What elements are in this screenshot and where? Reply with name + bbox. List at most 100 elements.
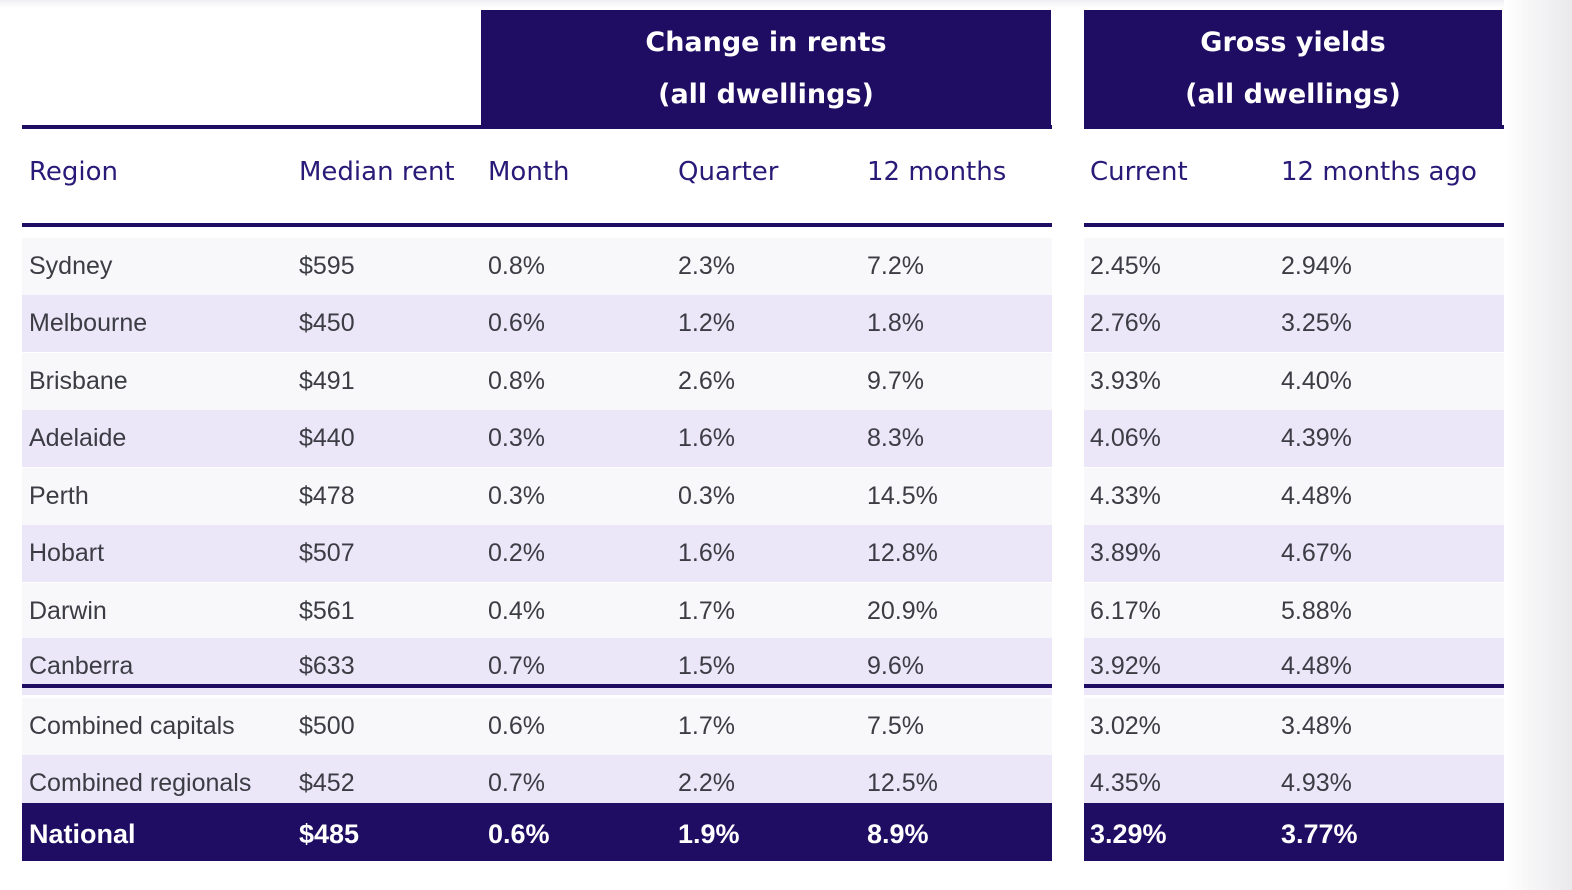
cell-quarter: 1.6%	[678, 539, 735, 567]
row-band-right	[1084, 583, 1504, 640]
change-in-rents-title: Change in rents	[645, 27, 887, 58]
cell-12-months: 8.3%	[867, 424, 924, 452]
col-header-region: Region	[29, 157, 119, 187]
row-band-right	[1084, 525, 1504, 582]
col-header-quarter: Quarter	[678, 157, 779, 187]
header-rule-left	[22, 125, 1052, 129]
cell-median-rent: $478	[299, 482, 355, 510]
row-band-right	[1084, 295, 1504, 352]
cell-12-months: 1.8%	[867, 309, 924, 337]
cell-region: Canberra	[29, 652, 134, 680]
cell-region: Hobart	[29, 539, 105, 567]
cell-median-rent: $485	[299, 819, 360, 849]
summary-rule-right	[1084, 684, 1504, 688]
row-band-left	[22, 525, 1052, 582]
cell-current: 2.45%	[1090, 252, 1161, 280]
cell-median-rent: $561	[299, 597, 355, 625]
col-header-current: Current	[1090, 157, 1188, 187]
cell-current: 4.33%	[1090, 482, 1161, 510]
row-band-left	[22, 353, 1052, 410]
cell-current: 3.92%	[1090, 652, 1161, 680]
col-header-month: Month	[488, 157, 570, 187]
cell-12-months-ago: 4.39%	[1281, 424, 1352, 452]
header-rule-right	[1084, 125, 1504, 129]
row-band-right	[1084, 698, 1504, 755]
col-header-median-rent: Median rent	[299, 157, 455, 187]
cell-quarter: 1.2%	[678, 309, 735, 337]
cell-12-months: 9.6%	[867, 652, 924, 680]
cell-month: 0.8%	[488, 252, 545, 280]
summary-rule-left	[22, 684, 1052, 688]
cell-current: 4.06%	[1090, 424, 1161, 452]
cell-12-months: 7.5%	[867, 712, 924, 740]
cell-median-rent: $491	[299, 367, 355, 395]
cell-median-rent: $440	[299, 424, 355, 452]
cell-region: Combined capitals	[29, 712, 235, 740]
cell-12-months: 20.9%	[867, 597, 938, 625]
row-band-left	[22, 295, 1052, 352]
cell-median-rent: $595	[299, 252, 355, 280]
change-in-rents-header: Change in rents (all dwellings)	[481, 10, 1051, 128]
row-band-left	[22, 755, 1052, 812]
row-band-left	[22, 238, 1052, 295]
cell-current: 2.76%	[1090, 309, 1161, 337]
gross-yields-title: Gross yields	[1200, 27, 1386, 58]
cell-region: Brisbane	[29, 367, 128, 395]
cell-region: Adelaide	[29, 424, 127, 452]
cell-median-rent: $500	[299, 712, 355, 740]
column-rule-right	[1084, 223, 1504, 227]
cell-current: 3.89%	[1090, 539, 1161, 567]
cell-median-rent: $633	[299, 652, 355, 680]
cell-current: 4.35%	[1090, 769, 1161, 797]
cell-quarter: 1.7%	[678, 712, 735, 740]
row-band-left	[22, 410, 1052, 467]
cell-quarter: 1.6%	[678, 424, 735, 452]
cell-region: Perth	[29, 482, 89, 510]
cell-quarter: 0.3%	[678, 482, 735, 510]
cell-quarter: 2.3%	[678, 252, 735, 280]
cell-month: 0.7%	[488, 769, 545, 797]
cell-current: 3.93%	[1090, 367, 1161, 395]
cell-12-months-ago: 3.77%	[1281, 819, 1358, 849]
cell-month: 0.6%	[488, 819, 550, 849]
cell-month: 0.8%	[488, 367, 545, 395]
cell-region: Darwin	[29, 597, 107, 625]
cell-median-rent: $450	[299, 309, 355, 337]
cell-12-months: 12.8%	[867, 539, 938, 567]
cell-12-months-ago: 2.94%	[1281, 252, 1352, 280]
row-band-left	[22, 803, 1052, 861]
row-band-left	[22, 468, 1052, 525]
cell-12-months: 12.5%	[867, 769, 938, 797]
cell-month: 0.3%	[488, 482, 545, 510]
cell-12-months-ago: 4.40%	[1281, 367, 1352, 395]
cell-12-months-ago: 5.88%	[1281, 597, 1352, 625]
row-band-left	[22, 698, 1052, 755]
cell-month: 0.2%	[488, 539, 545, 567]
cell-12-months-ago: 3.48%	[1281, 712, 1352, 740]
gross-yields-subtitle: (all dwellings)	[1185, 79, 1401, 110]
change-in-rents-subtitle: (all dwellings)	[658, 79, 874, 110]
right-shade	[1504, 0, 1572, 890]
row-band-right	[1084, 353, 1504, 410]
cell-12-months: 7.2%	[867, 252, 924, 280]
cell-quarter: 1.5%	[678, 652, 735, 680]
row-band-right	[1084, 755, 1504, 812]
row-band-right	[1084, 410, 1504, 467]
row-band-right	[1084, 238, 1504, 295]
cell-month: 0.4%	[488, 597, 545, 625]
cell-region: Melbourne	[29, 309, 148, 337]
row-band-right	[1084, 468, 1504, 525]
col-header-12-months-ago: 12 months ago	[1281, 157, 1477, 187]
gross-yields-header: Gross yields (all dwellings)	[1084, 10, 1502, 128]
cell-month: 0.7%	[488, 652, 545, 680]
cell-12-months: 14.5%	[867, 482, 938, 510]
cell-region: National	[29, 819, 136, 849]
cell-median-rent: $452	[299, 769, 355, 797]
cell-region: Sydney	[29, 252, 113, 280]
cell-month: 0.6%	[488, 712, 545, 740]
cell-12-months-ago: 4.67%	[1281, 539, 1352, 567]
cell-12-months-ago: 3.25%	[1281, 309, 1352, 337]
top-shade	[0, 0, 1572, 8]
cell-month: 0.6%	[488, 309, 545, 337]
